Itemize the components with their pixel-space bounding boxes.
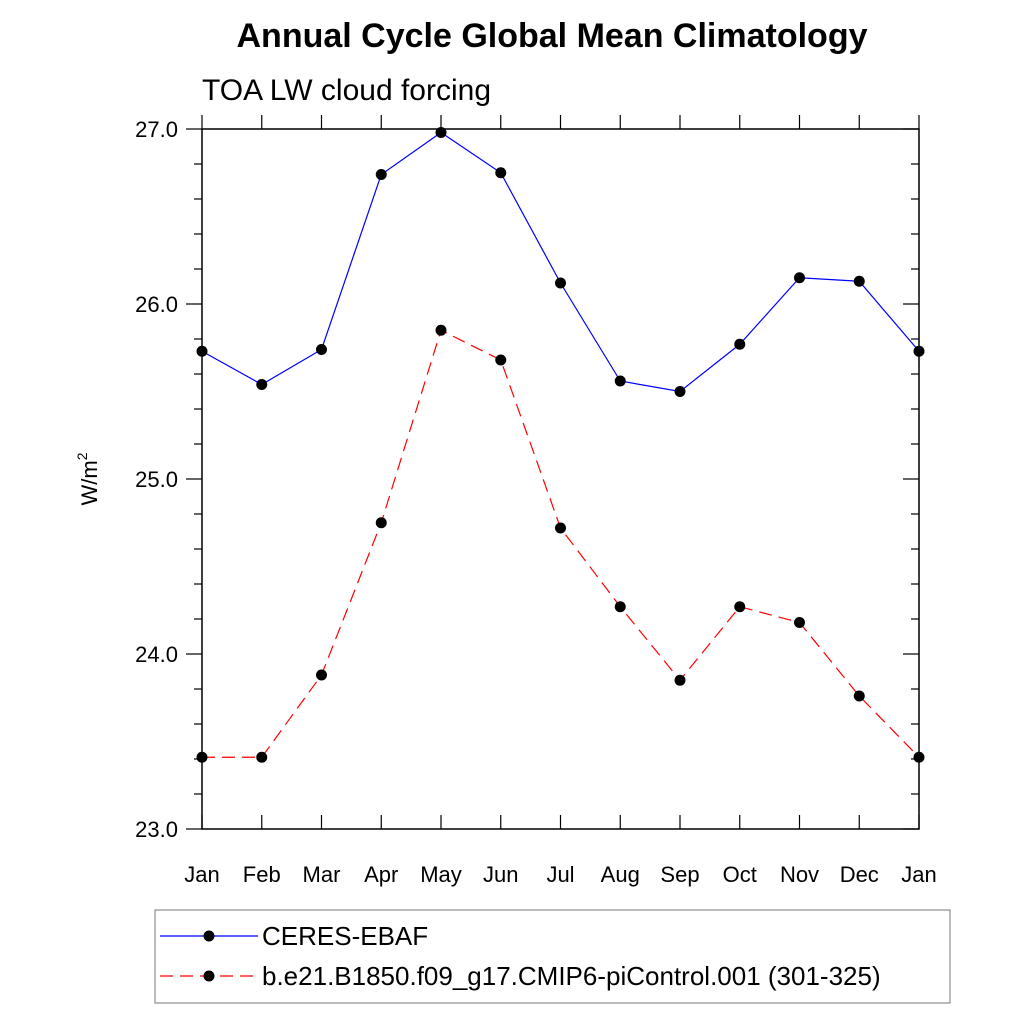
series-1-point (853, 690, 865, 702)
y-tick-label: 26.0 (135, 292, 178, 317)
x-tick-label: Dec (840, 862, 879, 887)
series-1-point (495, 354, 507, 366)
series-0-point (375, 169, 387, 180)
plot-frame (201, 128, 920, 830)
series-1-point (614, 601, 626, 613)
x-tick-label: Jan (901, 862, 936, 887)
series-0-point (794, 272, 805, 284)
axis-ticks (186, 115, 920, 830)
x-tick-labels: Jan Feb Mar Apr May Jun Jul Aug Sep Oct Nov Dec Jan (184, 862, 936, 887)
x-tick-label: Nov (780, 862, 819, 887)
y-tick-label: 23.0 (135, 817, 178, 842)
y-tick-label: 27.0 (135, 117, 178, 142)
x-tick-label: Jul (546, 862, 574, 887)
legend: CERES-EBAF b.e21.B1850.f09_g17.CMIP6-piCo… (160, 921, 881, 991)
series-0-point (256, 379, 268, 390)
chart-title: Annual Cycle Global Mean Climatology (237, 17, 868, 55)
legend-marker-0 (203, 930, 215, 942)
series-0-point (614, 375, 626, 387)
y-axis-label-superscript: 2 (74, 452, 90, 460)
x-tick-label: Mar (303, 862, 341, 887)
series-0-point (853, 275, 865, 287)
y-axis-label-base: W/m (77, 460, 102, 505)
series-1-point (674, 674, 686, 686)
y-tick-labels: 23.0 24.0 25.0 26.0 27.0 (135, 117, 178, 842)
x-tick-label: Jun (483, 862, 518, 887)
series-1-point (734, 601, 746, 613)
x-tick-label: Aug (601, 862, 640, 887)
y-tick-label: 25.0 (135, 467, 178, 492)
x-tick-label: Apr (364, 862, 398, 887)
x-tick-label: Oct (723, 862, 757, 887)
series-0-point (495, 167, 507, 179)
x-tick-label: May (420, 862, 462, 887)
x-tick-label: Sep (660, 862, 699, 887)
series-layer (196, 127, 925, 763)
series-0-point (734, 338, 746, 350)
x-tick-label: Jan (184, 862, 219, 887)
series-1-point (555, 522, 566, 534)
series-1-point (794, 617, 805, 628)
series-line-0 (201, 131, 920, 393)
legend-label-1: b.e21.B1850.f09_g17.CMIP6-piControl.001 … (262, 961, 881, 991)
series-1-point (316, 669, 327, 681)
series-line-1 (202, 329, 920, 758)
series-0-point (316, 344, 327, 355)
series-0-point (674, 386, 686, 397)
series-1-point (435, 324, 447, 336)
series-1-point (256, 751, 268, 763)
series-1-point (375, 517, 387, 529)
chart-subtitle: TOA LW cloud forcing (202, 74, 491, 107)
legend-label-0: CERES-EBAF (262, 921, 428, 951)
x-tick-label: Feb (243, 862, 281, 887)
y-axis-label: W/m2 (74, 452, 102, 505)
legend-box (154, 909, 951, 1004)
legend-marker-1 (203, 970, 215, 982)
series-0-point (555, 277, 566, 289)
y-tick-label: 24.0 (135, 642, 178, 667)
